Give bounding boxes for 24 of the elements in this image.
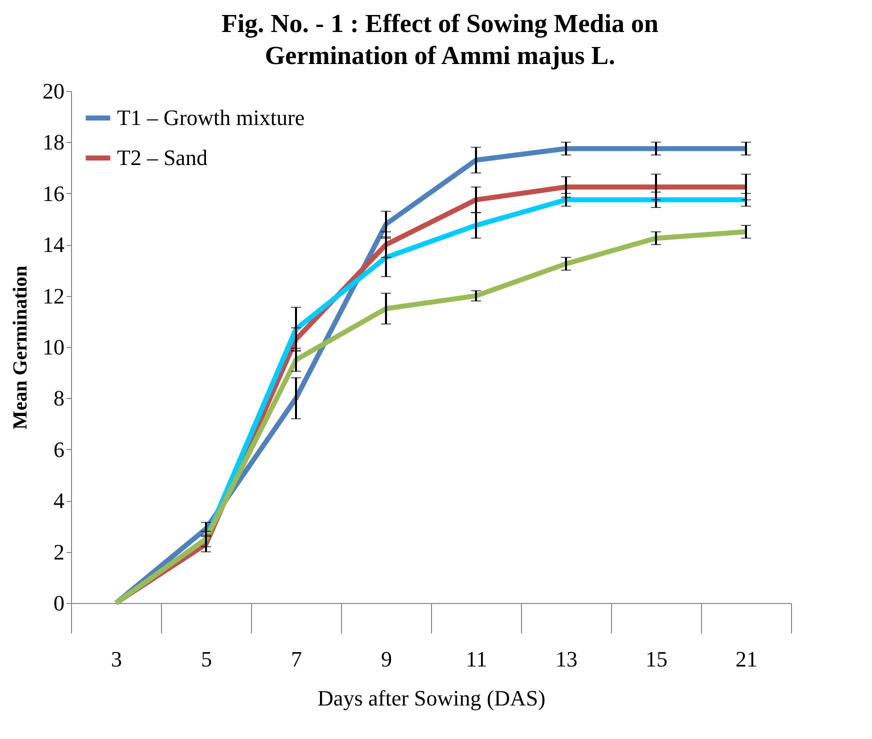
- x-tick-label: 21: [736, 646, 758, 672]
- x-tick-label: 15: [646, 646, 668, 672]
- x-axis-title: Days after Sowing (DAS): [318, 686, 546, 710]
- y-tick-label: 4: [54, 488, 64, 514]
- chart-title: Fig. No. - 1 : Effect of Sowing Media on Germination of Ammi majus L.: [220, 8, 660, 72]
- x-tick-label: 3: [111, 646, 122, 672]
- x-tick-label: 7: [291, 646, 302, 672]
- y-tick-label: 20: [42, 78, 64, 104]
- x-tick-label: 5: [201, 646, 212, 672]
- y-tick-label: 8: [54, 386, 64, 411]
- y-tick-label: 16: [42, 180, 64, 206]
- y-tick-label: 18: [42, 130, 64, 155]
- y-tick-label: 14: [42, 232, 64, 258]
- legend-label: T1 – Growth mixture: [117, 105, 305, 130]
- y-tick-label: 0: [54, 590, 64, 616]
- y-tick-label: 10: [42, 334, 64, 360]
- y-axis-title: Mean Germination: [10, 266, 32, 430]
- x-tick-label: 13: [556, 646, 578, 672]
- legend-label: T2 – Sand: [117, 145, 208, 170]
- y-tick-label: 12: [42, 283, 64, 308]
- y-tick-label: 6: [54, 436, 64, 462]
- x-tick-label: 11: [466, 646, 488, 672]
- x-tick-label: 9: [381, 646, 392, 672]
- y-tick-label: 2: [54, 539, 64, 564]
